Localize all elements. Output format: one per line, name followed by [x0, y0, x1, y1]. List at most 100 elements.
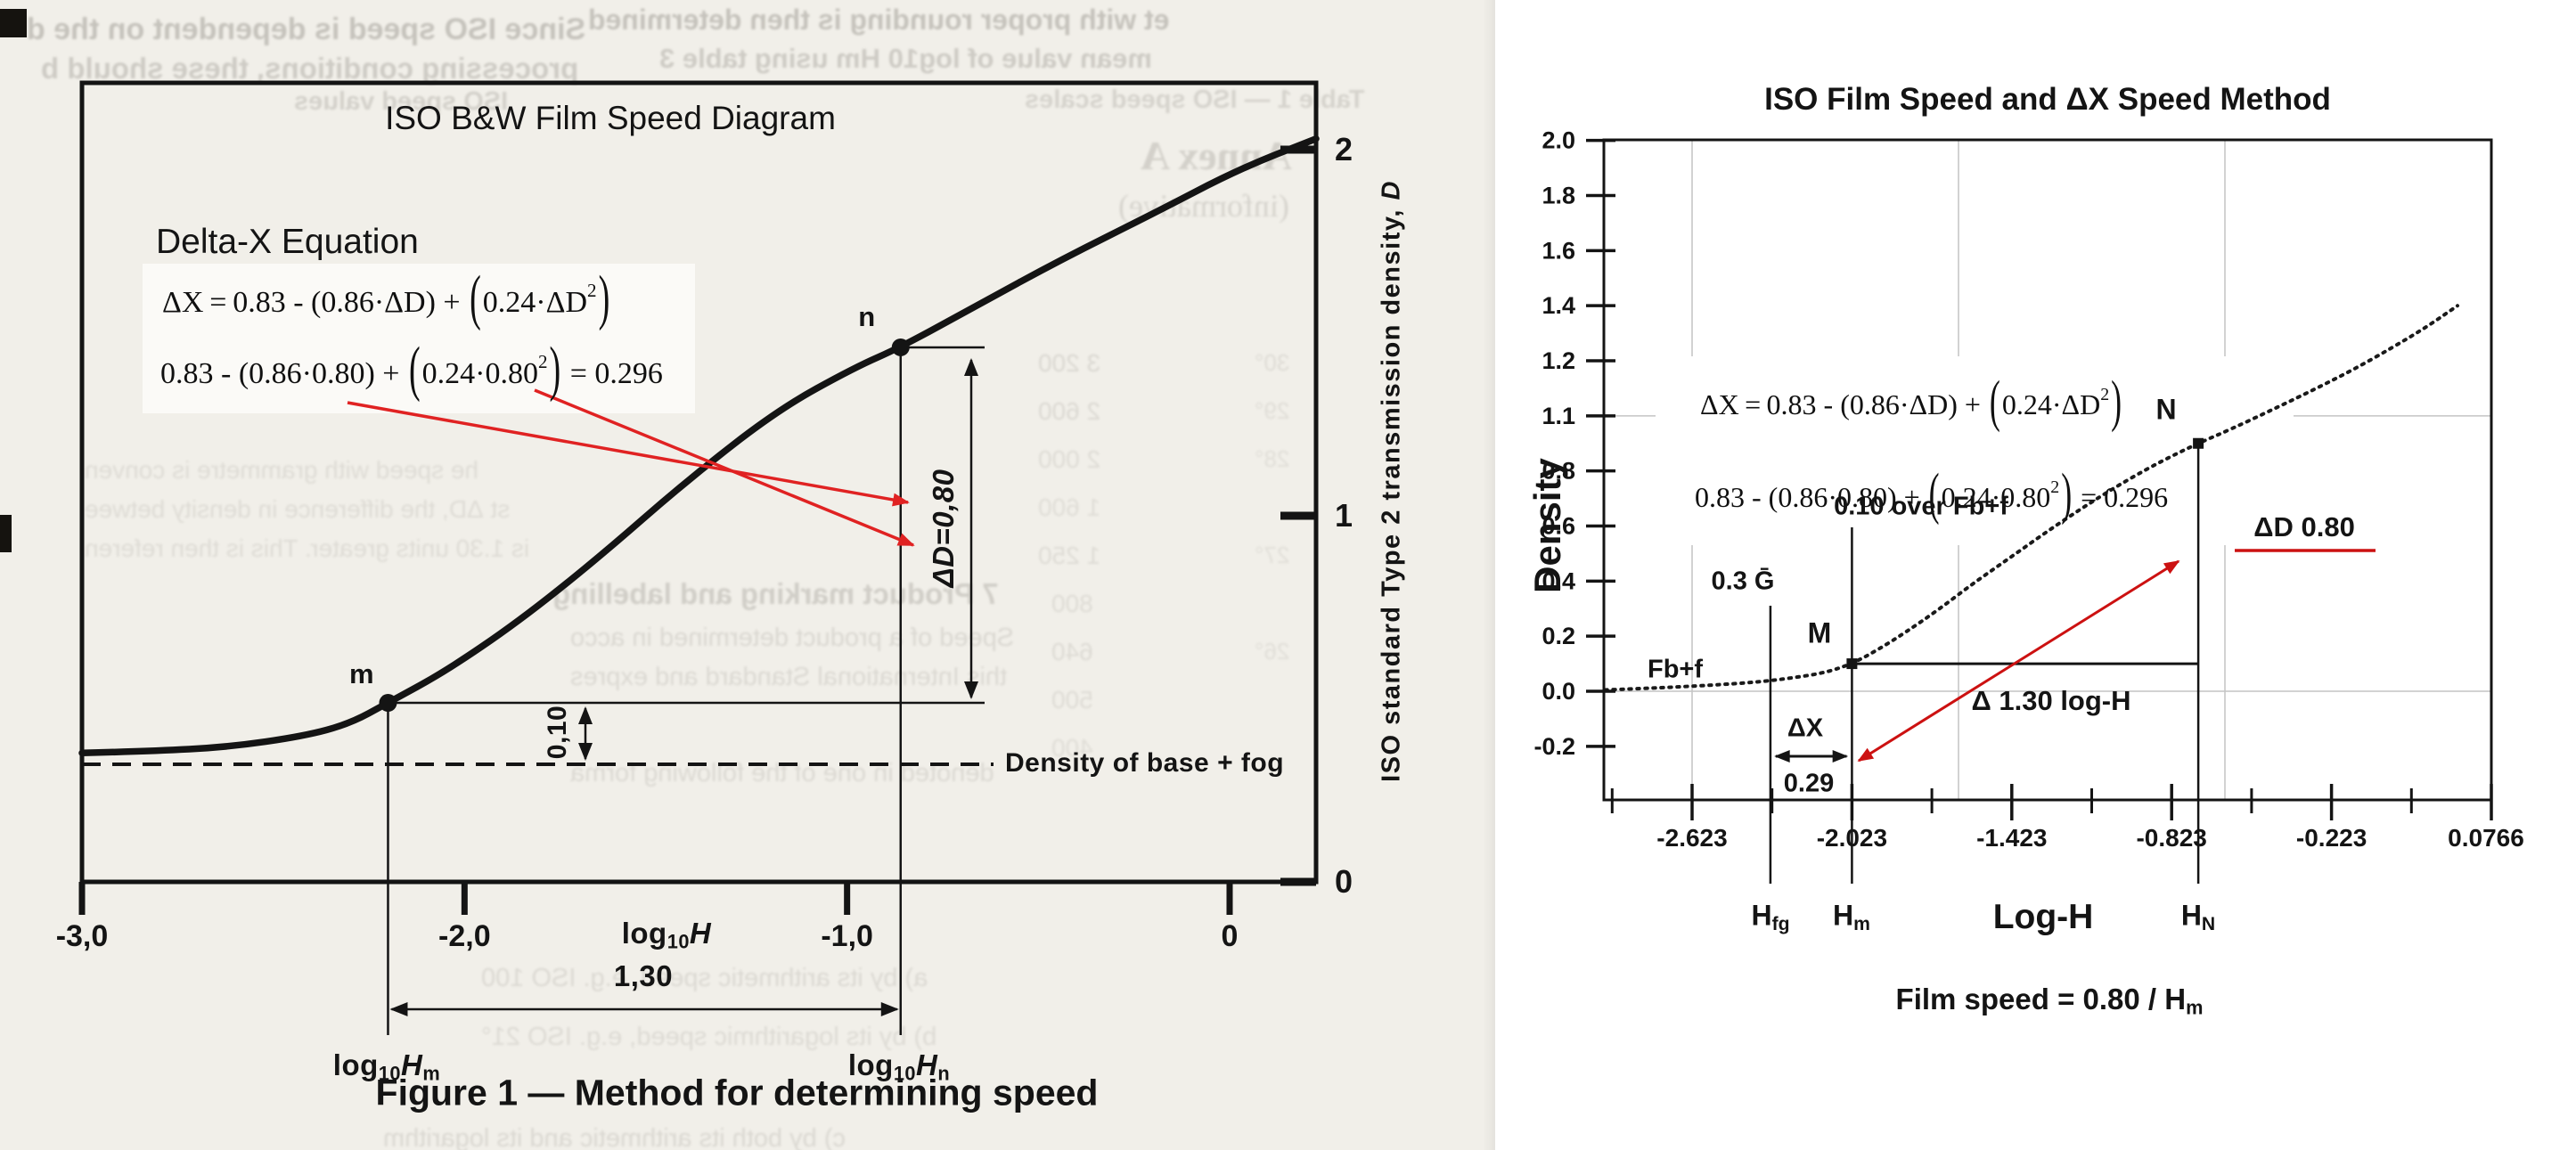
log-hn-label: log10Hn [847, 1048, 951, 1085]
y-axis-tick-label: 2.0 [1542, 127, 1575, 154]
big-paren: ( [408, 336, 421, 404]
base-plus-fog-label: Density of base + fog [1005, 748, 1285, 778]
big-paren: ( [1989, 369, 2000, 433]
axis-title-text: ISO standard Type 2 transmission density… [1377, 200, 1406, 782]
characteristic-curve [78, 135, 1320, 757]
equation-backing [143, 264, 695, 413]
y-axis-tick-label: 1.2 [1542, 347, 1575, 374]
point-M-label: M [1807, 616, 1832, 649]
point-N-label: N [2155, 393, 2177, 426]
point-N-marker [2193, 437, 2204, 449]
log-text: log [332, 1048, 379, 1081]
x-axis-tick-label: -1,0 [821, 919, 873, 953]
toe-gap-dimension-label: 0,10 [543, 705, 572, 760]
delta-d-value-label: ΔD 0.80 [2253, 511, 2355, 542]
big-paren: ( [1928, 461, 1940, 526]
fbf-label: Fb+f [1647, 655, 1704, 684]
figure1-panel: Since ISO speed is dependent on the d pro… [0, 0, 1495, 1150]
h-fg-label: Hfg [1751, 899, 1790, 934]
equation-text: 0.83 - (0.86·0.80) + [160, 357, 407, 390]
plot-frame [79, 80, 1319, 885]
italic-H: H [689, 917, 712, 950]
italic-D: D [1377, 180, 1406, 200]
superscript: 2 [587, 280, 597, 302]
subscript: N [2201, 913, 2216, 934]
x-axis-title: log10H [621, 917, 712, 953]
dx-equation: ΔX = 0.83 - (0.86·ΔD) + (0.24·ΔD2) [1700, 369, 2123, 433]
H-symbol: H [1833, 899, 1854, 932]
italic-H: H [916, 1048, 938, 1081]
y-axis-tick-label: 0.4 [1542, 567, 1575, 594]
equation-text: = 0.296 [562, 357, 663, 390]
x-axis-tick-label: -2.623 [1656, 824, 1727, 852]
big-paren: ) [549, 336, 561, 404]
dx-x-axis-title: Log-H [1992, 898, 2094, 936]
equation-backing [1656, 356, 2294, 545]
log-hm-label: log10Hm [332, 1048, 441, 1085]
point-n-dot [891, 338, 910, 356]
point-m-dot [379, 694, 397, 713]
figure1-chart-title: ISO B&W Film Speed Diagram [385, 100, 836, 136]
y-axis-tick-label: 0.8 [1542, 458, 1575, 485]
density-curve [1603, 304, 2459, 692]
h-n-label: HN [2181, 900, 2216, 934]
delta-x-worked-example: 0.83 - (0.86·0.80) + (0.24·0.802) = 0.29… [160, 336, 663, 404]
x-axis-tick-label: -0.223 [2296, 824, 2367, 852]
italic-H: H [401, 1048, 423, 1081]
over-fbf-label: 0.10 over Fb+f [1834, 492, 2008, 521]
subscript: 10 [666, 930, 690, 953]
subscript: m [1853, 913, 1870, 934]
subscript: m [2186, 996, 2204, 1019]
y-axis-tick-label: 1.1 [1542, 403, 1575, 429]
equation-text: 0.24·0.80 [1941, 481, 2051, 513]
x-axis-tick-label: -2,0 [438, 919, 491, 953]
dx-y-axis-title: Density [1526, 458, 1568, 593]
subscript: 10 [893, 1062, 917, 1085]
y-axis-tick-label: 0.6 [1542, 512, 1575, 539]
italic-D: D [927, 545, 960, 567]
figure1-chart-canvas: -3,0 -2,0 -1,0 0 0 1 2 [56, 80, 1353, 1035]
dx-worked-example: 0.83 - (0.86·0.80) + (0.24·0.802) = 0.29… [1695, 461, 2168, 526]
scan-artifact-mark [0, 9, 27, 37]
equation-text: 0.24·ΔD [482, 286, 588, 319]
big-paren: ) [2061, 461, 2073, 526]
x-axis-tick-label: -1.423 [1976, 824, 2047, 852]
delta-x-equation: ΔX = 0.83 - (0.86·ΔD) + (0.24·ΔD2) [162, 265, 611, 332]
page-edge-shadow [1483, 0, 1495, 1150]
y-axis-tick-label: 1.8 [1542, 182, 1575, 208]
subscript: 10 [378, 1062, 401, 1085]
subscript: fg [1771, 913, 1790, 934]
y-axis-tick-label: 0.2 [1542, 623, 1575, 649]
equation-text: 0.24·ΔD [2001, 388, 2101, 420]
subscript: n [937, 1062, 951, 1085]
y-axis-tick-label: 1.6 [1542, 237, 1575, 264]
d-axis-tick-label: 2 [1335, 131, 1353, 167]
red-diagonal-arrow [1857, 559, 2180, 763]
x-axis-tick-label: 0 [1222, 919, 1239, 953]
H-symbol: H [1751, 899, 1772, 932]
log-text: log [847, 1048, 894, 1081]
big-paren: ) [598, 265, 610, 332]
value-text: =0,80 [927, 469, 960, 546]
equation-text: 0.83 - (0.86·0.80) + [1695, 481, 1927, 513]
log-exposure-span-label: 1,30 [613, 959, 674, 992]
subscript: m [422, 1062, 441, 1085]
equation-text: ΔX = 0.83 - (0.86·ΔD) + [162, 286, 469, 319]
h-m-label: Hm [1833, 899, 1870, 934]
y-axis-tick-label: 0.0 [1542, 678, 1575, 705]
point-M-marker [1846, 658, 1858, 670]
delta-x-heading: Delta-X Equation [156, 223, 419, 261]
superscript: 2 [537, 351, 548, 373]
equation-text: ΔX = 0.83 - (0.86·ΔD) + [1700, 388, 1988, 420]
log-text: log [621, 917, 667, 950]
speed-formula-caption: Film speed = 0.80 / Hm [1896, 983, 2204, 1019]
x-axis-tick-label: -3,0 [56, 919, 109, 953]
x-axis-tick-label: -2.023 [1817, 824, 1887, 852]
superscript: 2 [2050, 477, 2060, 498]
gradient-g-label: 0.3 Ḡ [1711, 567, 1775, 596]
figure1-caption: Figure 1 — Method for determining speed [375, 1072, 1099, 1113]
delta-x-label: ΔX [1787, 714, 1824, 743]
x-axis-tick-label: 0.0766 [2448, 824, 2524, 852]
superscript: 2 [2100, 385, 2110, 405]
